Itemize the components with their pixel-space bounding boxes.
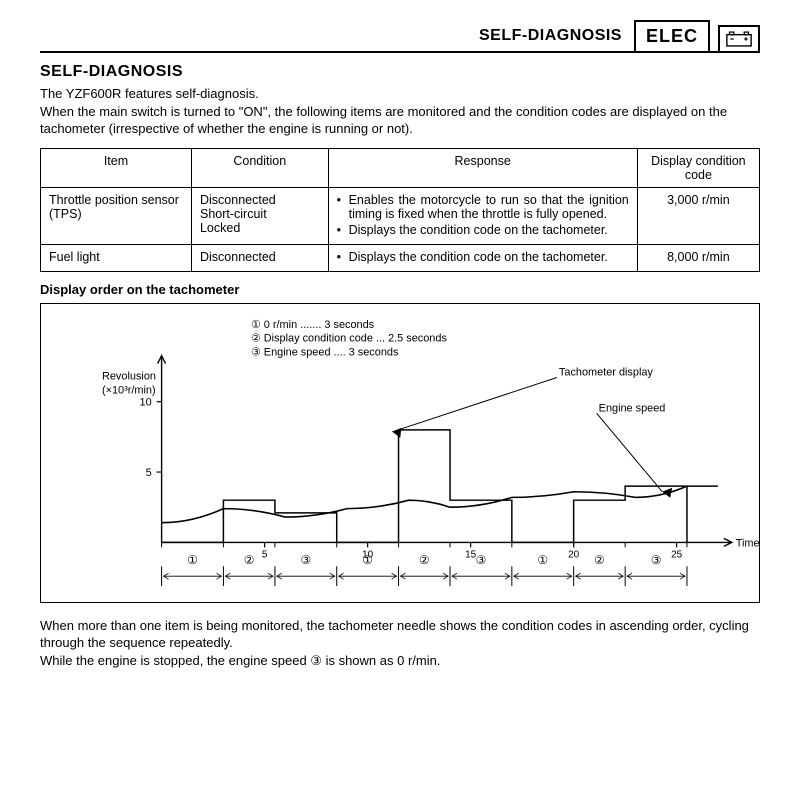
svg-text:②: ② bbox=[419, 553, 430, 567]
svg-text:①: ① bbox=[187, 553, 198, 567]
footer-text: When more than one item is being monitor… bbox=[40, 617, 760, 670]
col-code: Display condition code bbox=[637, 148, 759, 187]
svg-text:②: ② bbox=[244, 553, 255, 567]
tachometer-chart: Revolusion (×10³r/min) ① 0 r/min ....... 3… bbox=[40, 303, 760, 603]
svg-text:② Display condition code ... 2: ② Display condition code ... 2.5 seconds bbox=[251, 332, 447, 344]
elec-label: ELEC bbox=[646, 26, 698, 47]
svg-text:Revolusion: Revolusion bbox=[102, 370, 156, 382]
section-title: SELF-DIAGNOSIS bbox=[40, 63, 760, 81]
col-condition: Condition bbox=[191, 148, 328, 187]
svg-text:① 0 r/min ....... 3 seconds: ① 0 r/min ....... 3 seconds bbox=[251, 318, 375, 330]
intro-text: The YZF600R features self-diagnosis.When… bbox=[40, 85, 760, 138]
svg-text:①: ① bbox=[362, 553, 373, 567]
battery-icon bbox=[726, 31, 752, 47]
table-row: Fuel lightDisconnectedDisplays the condi… bbox=[41, 244, 760, 271]
page-header: SELF-DIAGNOSIS ELEC bbox=[40, 20, 760, 53]
svg-text:10: 10 bbox=[140, 396, 152, 408]
chart-subtitle: Display order on the tachometer bbox=[40, 282, 760, 297]
elec-badge: ELEC bbox=[634, 20, 710, 53]
svg-text:Time (seconds): Time (seconds) bbox=[736, 537, 759, 549]
svg-text:5: 5 bbox=[146, 467, 152, 479]
svg-text:5: 5 bbox=[262, 549, 268, 560]
chart-svg: Revolusion (×10³r/min) ① 0 r/min ....... 3… bbox=[41, 304, 759, 602]
svg-text:①: ① bbox=[537, 553, 548, 567]
col-item: Item bbox=[41, 148, 192, 187]
svg-text:20: 20 bbox=[568, 549, 580, 560]
svg-text:③: ③ bbox=[651, 553, 662, 567]
svg-text:25: 25 bbox=[671, 549, 683, 560]
table-header-row: Item Condition Response Display conditio… bbox=[41, 148, 760, 187]
svg-text:③ Engine speed .... 3 seconds: ③ Engine speed .... 3 seconds bbox=[251, 346, 399, 358]
diagnosis-table: Item Condition Response Display conditio… bbox=[40, 148, 760, 272]
svg-text:Engine speed: Engine speed bbox=[599, 402, 666, 414]
col-response: Response bbox=[328, 148, 637, 187]
svg-text:③: ③ bbox=[476, 553, 487, 567]
running-title: SELF-DIAGNOSIS bbox=[479, 27, 622, 51]
svg-text:Tachometer display: Tachometer display bbox=[559, 366, 654, 378]
svg-text:③: ③ bbox=[300, 553, 311, 567]
table-row: Throttle position sensor (TPS)Disconnect… bbox=[41, 187, 760, 244]
svg-text:②: ② bbox=[594, 553, 605, 567]
svg-text:(×10³r/min): (×10³r/min) bbox=[102, 384, 156, 396]
battery-badge bbox=[718, 25, 760, 53]
